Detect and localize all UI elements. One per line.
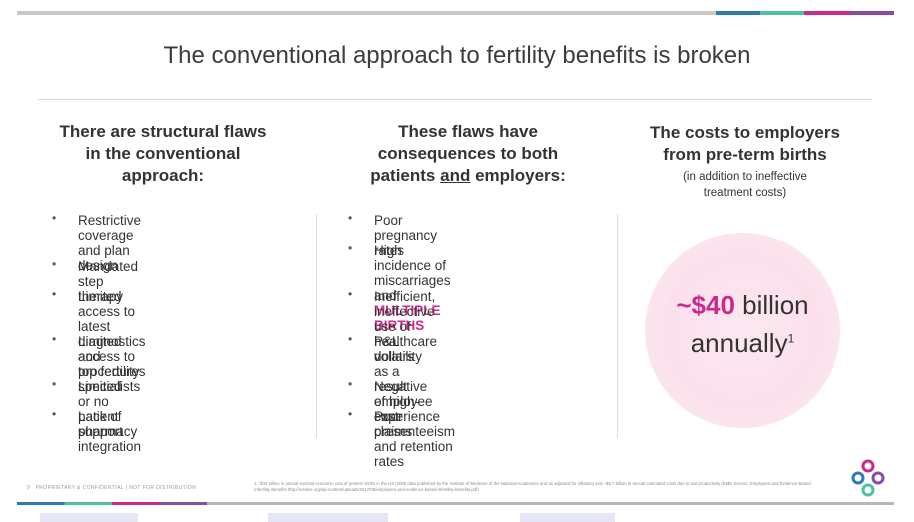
stat-unit: billion	[734, 290, 809, 320]
bullet-icon: •	[348, 332, 353, 346]
bottom-accent-bar	[17, 502, 207, 505]
stat-period: annually	[690, 328, 788, 358]
bullet-text-line: Restrictive coverage and plan	[78, 213, 142, 258]
bullet-text-line: Poor pregnancy rates	[374, 213, 438, 258]
bullet-text-line: Mandated step therapy	[78, 259, 139, 304]
footnote-reference: 1	[787, 331, 795, 346]
bottom-strip	[268, 513, 388, 522]
bullet-text-line: Limited or no patient support	[78, 379, 124, 439]
bullet-text-line: Limited access to top fertility	[78, 334, 140, 379]
bullet-icon: •	[52, 377, 57, 391]
multiple-births-highlight: MULTIPLE BIRTHS	[374, 303, 441, 333]
bullet-icon: •	[348, 407, 353, 421]
bottom-strip	[520, 513, 615, 522]
bullet-text-line: specialists	[78, 379, 141, 394]
column1-heading-line2: in the conventional	[85, 144, 241, 163]
bullet-text-line: High incidence of miscarriages	[374, 243, 451, 288]
column-divider-left	[316, 214, 317, 438]
column1-heading: There are structural flaws in the conven…	[38, 121, 288, 187]
bullet-text-line: design	[78, 258, 118, 273]
bottom-strip	[40, 513, 138, 522]
bullet-text-line: rates	[374, 454, 405, 469]
stat-highlight-circle	[645, 233, 840, 428]
bullet-icon: •	[52, 257, 57, 271]
stat-period-line: annually1	[645, 328, 840, 359]
column1-heading-line3: approach:	[121, 166, 205, 185]
stat-value: ~$40	[676, 290, 735, 320]
bullet-text-line: Poor presenteeism and retention	[374, 409, 456, 454]
column1-heading-line1: There are structural flaws	[59, 122, 267, 141]
column2-heading-line1: These flaws have	[398, 122, 538, 141]
bullet-text-line: P&L volatility as a result of high-	[374, 334, 423, 409]
column2-heading-line3: patients and employers:	[333, 165, 603, 187]
page-number: 9	[27, 485, 31, 491]
column3-heading-line2: from pre-term births	[663, 145, 827, 164]
bullet-text-line: cost claims	[374, 409, 413, 439]
column-divider-right	[617, 214, 618, 438]
bullet-icon: •	[348, 287, 353, 301]
title-divider	[38, 99, 872, 100]
bullet-icon: •	[348, 211, 353, 225]
bullet-text-line: Inefficient, ineffective use of	[374, 289, 436, 334]
column3-subheading-line1: (in addition to ineffective	[683, 171, 807, 183]
column3-heading-line1: The costs to employers	[650, 123, 840, 142]
heading-text: employers:	[470, 166, 566, 185]
heading-underlined-text: and	[440, 166, 471, 185]
accent-bar-magenta	[804, 11, 850, 15]
bullet-text-line: healthcare dollars	[374, 334, 438, 364]
accent-bar-purple	[850, 11, 894, 15]
confidential-label: PROPRIETARY & CONFIDENTIAL | NOT FOR DIS…	[35, 485, 197, 491]
slide-title: The conventional approach to fertility b…	[163, 42, 751, 69]
stat-amount: ~$40 billion	[645, 290, 840, 321]
footer-confidential: 9 PROPRIETARY & CONFIDENTIAL | NOT FOR D…	[27, 485, 196, 491]
top-divider-bar	[17, 11, 894, 15]
column3-subheading-line2: treatment costs)	[703, 187, 787, 199]
bullet-icon: •	[52, 332, 57, 346]
bullet-text-line: and	[374, 288, 397, 303]
company-logo-icon	[851, 459, 885, 497]
bullet-text-line: diagnostics and procedures	[78, 334, 146, 379]
bullet-text-line: Limited access to latest	[78, 289, 136, 334]
column3-heading: The costs to employers from pre-term bir…	[625, 122, 865, 166]
bullet-icon: •	[52, 287, 57, 301]
bullet-icon: •	[348, 241, 353, 255]
column3-subheading: (in addition to ineffective treatment co…	[625, 169, 865, 201]
accent-bar-blue	[716, 11, 760, 15]
bullet-text-line: Lack of pharmacy integration	[78, 409, 142, 454]
bullet-text-line: Negative employee experience	[374, 379, 441, 424]
column2-heading: These flaws have consequences to both pa…	[333, 121, 603, 187]
bottom-divider-bar	[17, 502, 894, 505]
bullet-icon: •	[52, 407, 57, 421]
bullet-icon: •	[52, 211, 57, 225]
heading-text: patients	[370, 166, 441, 185]
bullet-icon: •	[348, 377, 353, 391]
column2-heading-line2: consequences to both	[377, 144, 559, 163]
footnote-text: 1. "$34 billion in annual societal econo…	[254, 481, 811, 492]
accent-bar-teal	[760, 11, 804, 15]
